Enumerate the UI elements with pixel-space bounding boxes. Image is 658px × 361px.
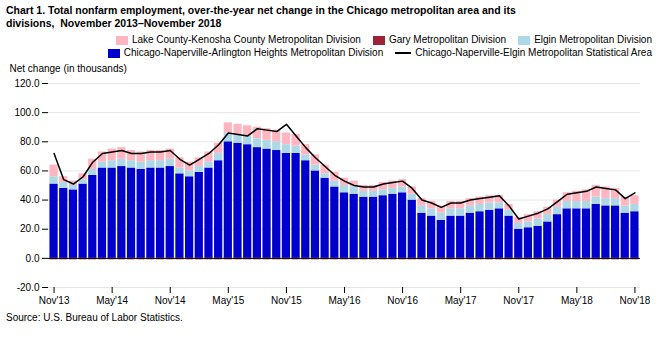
- html-text:Elgin Metropolitan Division: Elgin Metropolitan Division: [534, 34, 652, 45]
- svg-text:Net change (in thousands): Net change (in thousands): [10, 63, 127, 74]
- svg-text:40.0: 40.0: [20, 194, 40, 205]
- svg-text:Nov'17: Nov'17: [503, 295, 534, 306]
- html-text:Chicago-Naperville-Arlington H: Chicago-Naperville-Arlington Heights Met…: [123, 47, 384, 58]
- svg-text:120.0: 120.0: [14, 78, 39, 89]
- svg-text:20.0: 20.0: [20, 223, 40, 234]
- svg-text:100.0: 100.0: [14, 107, 39, 118]
- svg-text:-20.0: -20.0: [17, 282, 40, 293]
- html-text:Gary Metropolitan Division: Gary Metropolitan Division: [388, 34, 507, 45]
- svg-text:80.0: 80.0: [20, 136, 40, 147]
- svg-text:0.0: 0.0: [26, 253, 40, 264]
- html-text:Lake County-Kenosha County Met: Lake County-Kenosha County Metropolitan …: [131, 34, 361, 45]
- html-text:Chicago-Naperville-Elgin Metro: Chicago-Naperville-Elgin Metropolitan St…: [415, 47, 652, 58]
- svg-text:Nov'13: Nov'13: [39, 295, 70, 306]
- svg-text:60.0: 60.0: [20, 165, 40, 176]
- html-text:Source: U.S. Bureau of Labor S: Source: U.S. Bureau of Labor Statistics.: [6, 312, 183, 323]
- svg-text:May'18: May'18: [561, 295, 593, 306]
- svg-text:Nov'16: Nov'16: [387, 295, 418, 306]
- svg-text:May'14: May'14: [96, 295, 128, 306]
- svg-text:Nov'18: Nov'18: [620, 295, 650, 306]
- html-text:divisions, November 2013–Novem: divisions, November 2013–November 2018: [6, 17, 222, 29]
- html-text:Chart 1. Total nonfarm employm: Chart 1. Total nonfarm employment, over-…: [6, 4, 516, 16]
- svg-text:May'16: May'16: [329, 295, 361, 306]
- svg-text:May'17: May'17: [445, 295, 477, 306]
- svg-text:Nov'14: Nov'14: [155, 295, 186, 306]
- svg-text:Nov'15: Nov'15: [271, 295, 302, 306]
- svg-text:May'15: May'15: [212, 295, 244, 306]
